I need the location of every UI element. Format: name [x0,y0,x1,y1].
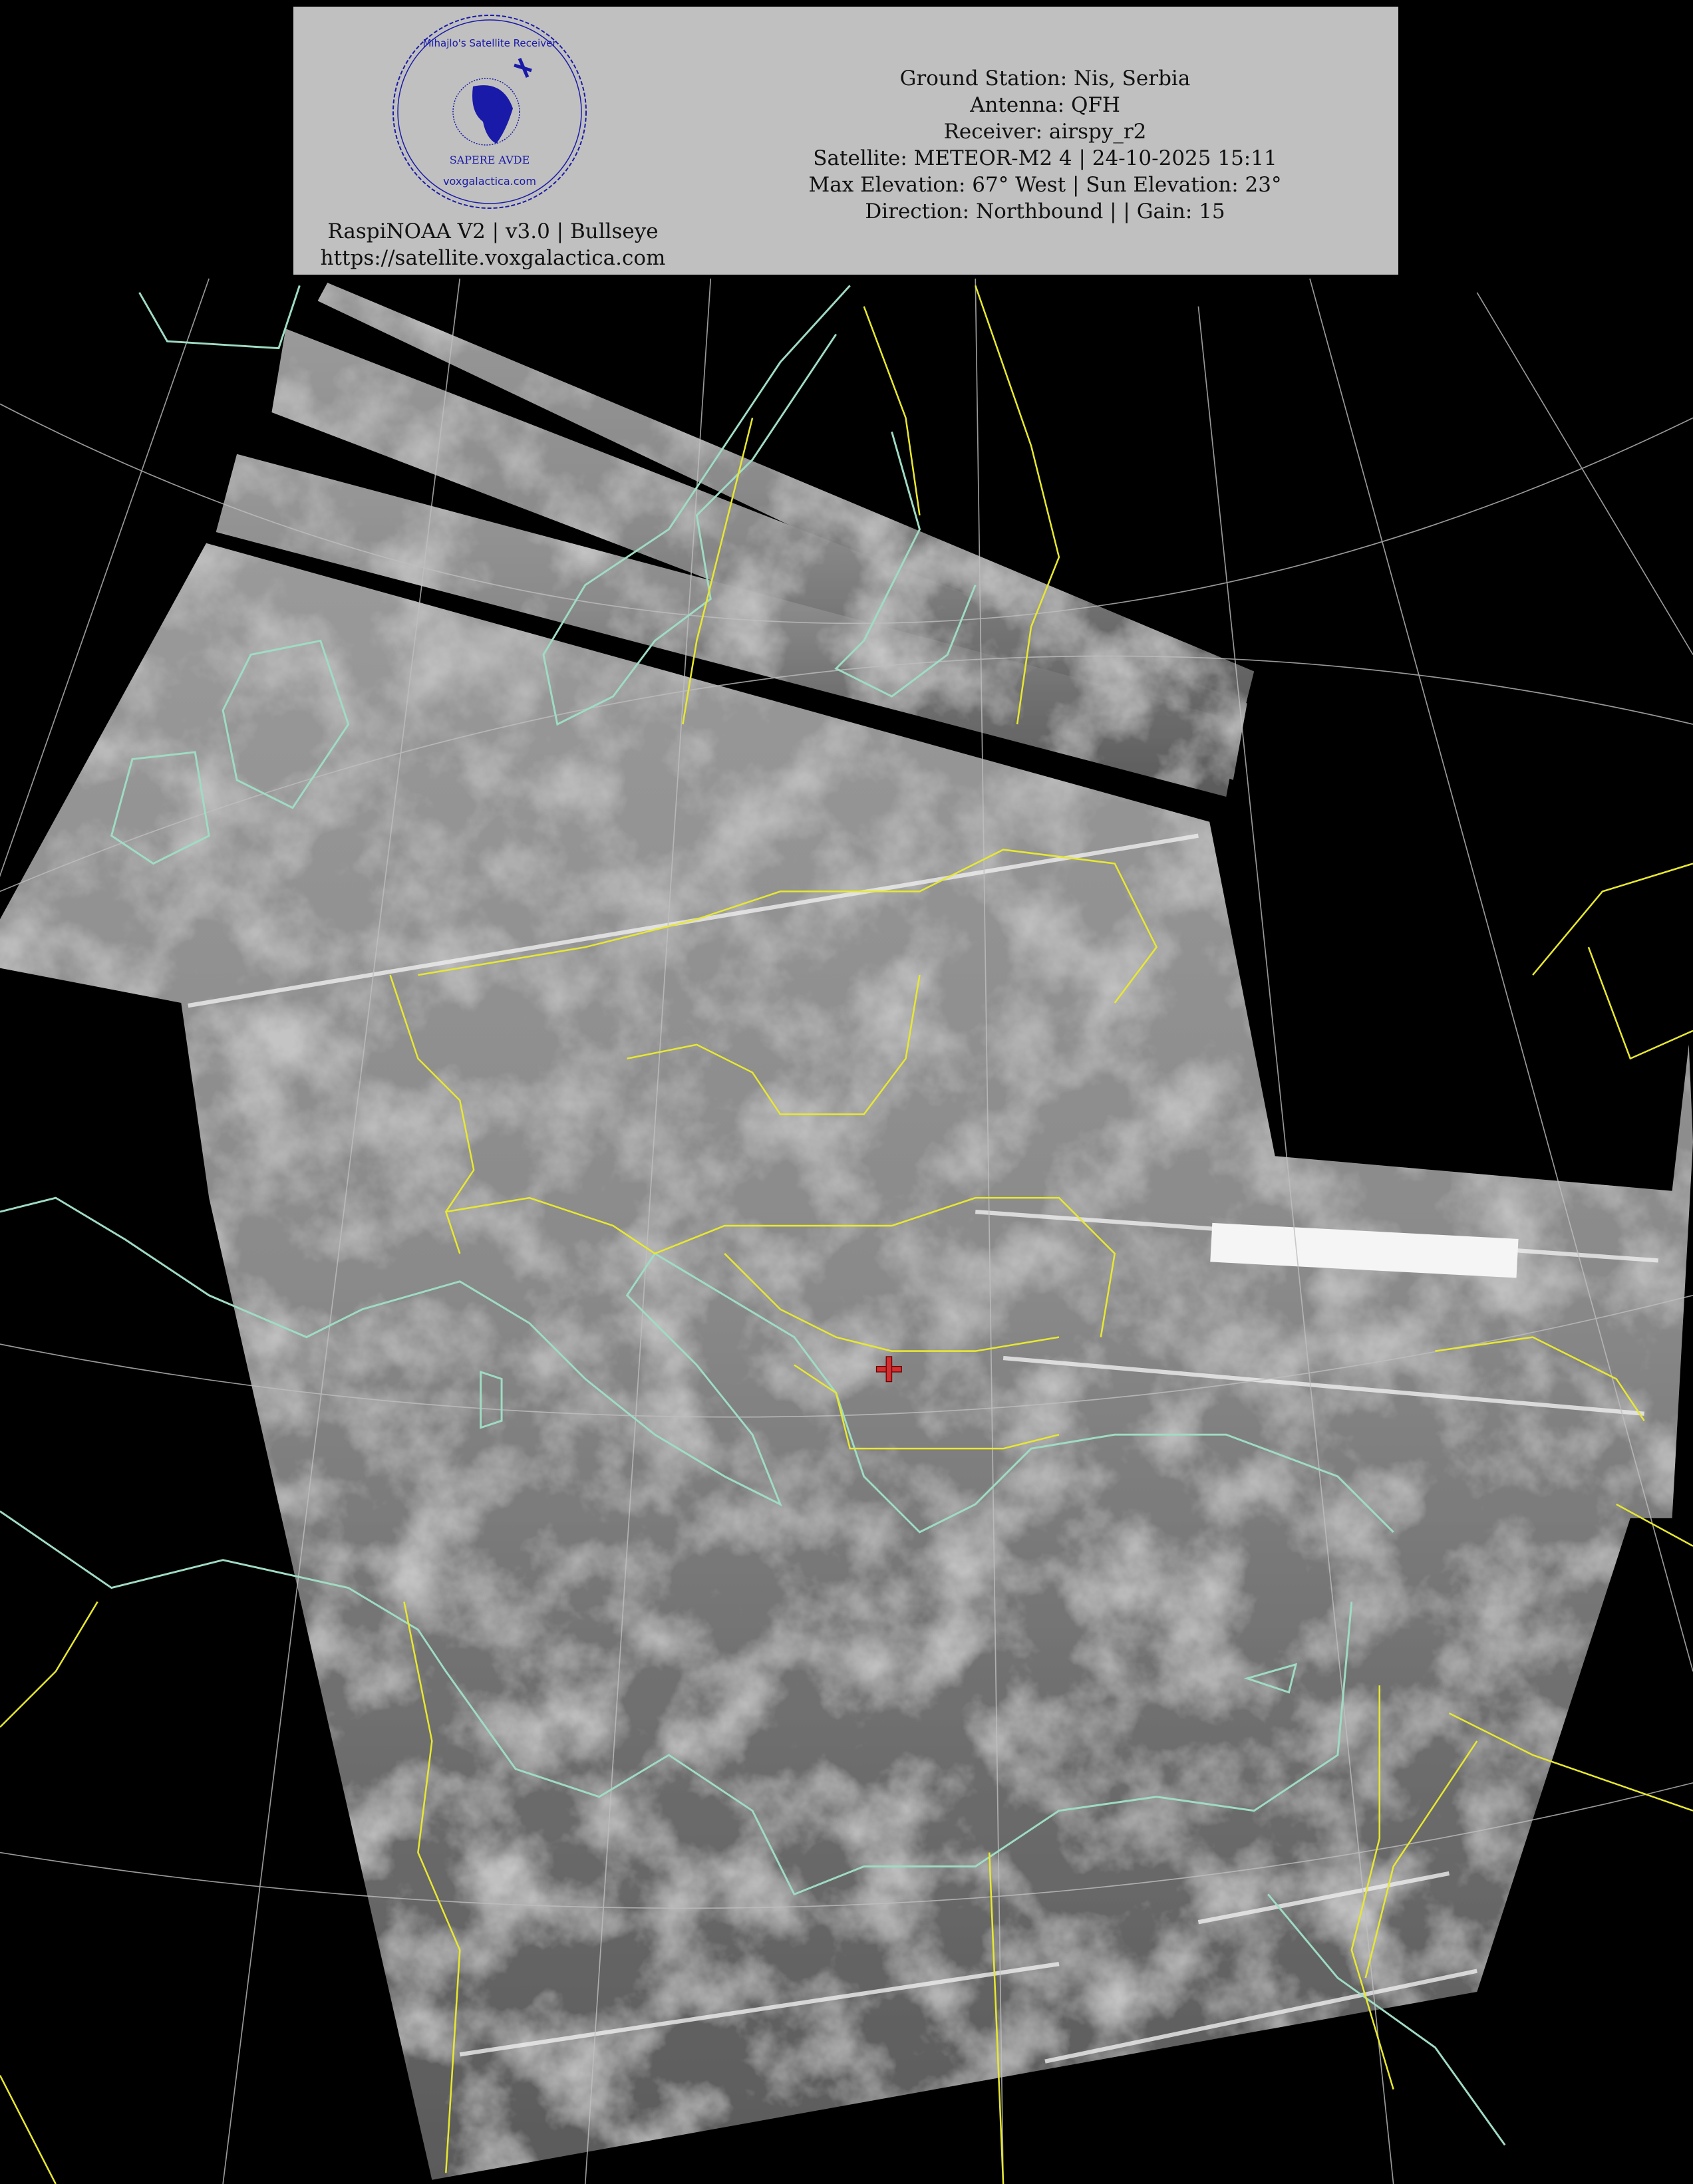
swath-strip-3 [216,454,1241,797]
receiver-line: Receiver: airspy_r2 [943,120,1147,144]
coastlines [0,285,1506,2146]
satellite-line: Satellite: METEOR-M2 4 | 24-10-2025 15:1… [813,146,1277,170]
satellite-swaths [0,283,1693,2180]
satellite-icon [514,58,532,78]
globe-icon [452,78,520,146]
logo-bottom-text: voxgalactica.com [443,175,536,188]
swath-white-band [1210,1222,1519,1278]
pass-info: Ground Station: Nis, Serbia Antenna: QFH… [746,65,1344,225]
station-logo-seal: Mihajlo's Satellite Receiver SAPERE AVDE… [392,15,587,209]
graticule [0,278,1693,2184]
ground-station-line: Ground Station: Nis, Serbia [899,67,1191,90]
website-url: https://satellite.voxgalactica.com [320,246,666,270]
logo-top-text: Mihajlo's Satellite Receiver [422,37,557,49]
info-header-panel: Mihajlo's Satellite Receiver SAPERE AVDE… [293,7,1398,275]
swath-artifacts [188,833,1658,2064]
antenna-line: Antenna: QFH [970,93,1120,117]
direction-gain-line: Direction: Northbound | | Gain: 15 [865,200,1225,223]
logo-motto: SAPERE AVDE [450,154,530,166]
elevation-line: Max Elevation: 67° West | Sun Elevation:… [808,173,1282,197]
software-version: RaspiNOAA V2 | v3.0 | Bullseye [327,219,659,243]
country-borders [0,285,1693,2184]
swath-main [0,543,1693,2180]
ground-station-marker [875,1356,902,1383]
red-cross-marker-vertical [885,1356,893,1383]
software-info: RaspiNOAA V2 | v3.0 | Bullseye https://s… [293,218,693,271]
